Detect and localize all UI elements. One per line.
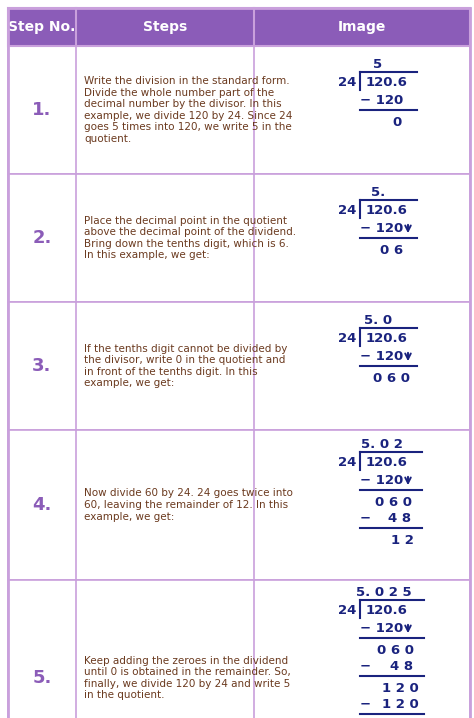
Text: − 120: − 120 bbox=[360, 93, 403, 106]
Text: 0 6 0: 0 6 0 bbox=[375, 495, 412, 508]
Bar bbox=[8, 46, 470, 174]
Text: 120.6: 120.6 bbox=[366, 75, 408, 88]
Text: Steps: Steps bbox=[143, 20, 187, 34]
Text: 120.6: 120.6 bbox=[366, 455, 408, 469]
Text: 0: 0 bbox=[392, 116, 401, 129]
Text: 0 6 0: 0 6 0 bbox=[377, 643, 414, 656]
Text: 24: 24 bbox=[337, 604, 356, 617]
Text: until 0 is obtained in the remainder. So,: until 0 is obtained in the remainder. So… bbox=[84, 667, 291, 677]
Text: in front of the tenths digit. In this: in front of the tenths digit. In this bbox=[84, 367, 258, 377]
Text: example, we get:: example, we get: bbox=[84, 511, 174, 521]
Text: 5.: 5. bbox=[32, 669, 52, 687]
Text: − 120: − 120 bbox=[360, 350, 403, 363]
Text: 24: 24 bbox=[337, 75, 356, 88]
Text: decimal number by the divisor. In this: decimal number by the divisor. In this bbox=[84, 99, 282, 109]
Text: −: − bbox=[360, 660, 371, 673]
Text: finally, we divide 120 by 24 and write 5: finally, we divide 120 by 24 and write 5 bbox=[84, 679, 290, 689]
Text: Keep adding the zeroes in the dividend: Keep adding the zeroes in the dividend bbox=[84, 656, 288, 666]
Text: the divisor, write 0 in the quotient and: the divisor, write 0 in the quotient and bbox=[84, 355, 285, 365]
Text: 4 8: 4 8 bbox=[391, 660, 413, 673]
Text: 4.: 4. bbox=[32, 496, 52, 514]
Text: − 120: − 120 bbox=[360, 473, 403, 487]
Text: 24: 24 bbox=[337, 332, 356, 345]
Text: 0 6 0: 0 6 0 bbox=[374, 371, 410, 385]
Text: −: − bbox=[360, 697, 371, 711]
Bar bbox=[8, 430, 470, 580]
Text: Step No.: Step No. bbox=[9, 20, 76, 34]
Text: − 120: − 120 bbox=[360, 622, 403, 635]
Bar bbox=[8, 580, 470, 718]
Text: 1 2 0: 1 2 0 bbox=[382, 697, 419, 711]
Text: Image: Image bbox=[338, 20, 386, 34]
Text: If the tenths digit cannot be divided by: If the tenths digit cannot be divided by bbox=[84, 344, 287, 354]
Text: 60, leaving the remainder of 12. In this: 60, leaving the remainder of 12. In this bbox=[84, 500, 288, 510]
Text: −: − bbox=[360, 511, 371, 525]
Bar bbox=[8, 174, 470, 302]
Text: 1 2: 1 2 bbox=[391, 533, 413, 546]
Text: − 120: − 120 bbox=[360, 221, 403, 235]
Text: Now divide 60 by 24. 24 goes twice into: Now divide 60 by 24. 24 goes twice into bbox=[84, 488, 293, 498]
Text: 1.: 1. bbox=[32, 101, 52, 119]
Text: In this example, we get:: In this example, we get: bbox=[84, 251, 210, 260]
Text: 24: 24 bbox=[337, 203, 356, 217]
Text: 3.: 3. bbox=[32, 357, 52, 375]
Text: example, we divide 120 by 24. Since 24: example, we divide 120 by 24. Since 24 bbox=[84, 111, 292, 121]
Text: 5. 0 2: 5. 0 2 bbox=[361, 437, 403, 450]
Text: 5. 0 2 5: 5. 0 2 5 bbox=[356, 585, 412, 599]
Text: above the decimal point of the dividend.: above the decimal point of the dividend. bbox=[84, 228, 296, 237]
Text: 2.: 2. bbox=[32, 229, 52, 247]
Text: example, we get:: example, we get: bbox=[84, 378, 174, 388]
Text: in the quotient.: in the quotient. bbox=[84, 690, 164, 700]
Text: 120.6: 120.6 bbox=[366, 203, 408, 217]
Text: Divide the whole number part of the: Divide the whole number part of the bbox=[84, 88, 274, 98]
Text: 120.6: 120.6 bbox=[366, 332, 408, 345]
Text: 5: 5 bbox=[374, 57, 383, 70]
Text: 5. 0: 5. 0 bbox=[364, 314, 392, 327]
Text: 0 6: 0 6 bbox=[381, 243, 403, 256]
Text: Bring down the tenths digit, which is 6.: Bring down the tenths digit, which is 6. bbox=[84, 239, 289, 248]
Text: Place the decimal point in the quotient: Place the decimal point in the quotient bbox=[84, 215, 287, 225]
Text: 24: 24 bbox=[337, 455, 356, 469]
Text: goes 5 times into 120, we write 5 in the: goes 5 times into 120, we write 5 in the bbox=[84, 122, 292, 132]
Text: Write the division in the standard form.: Write the division in the standard form. bbox=[84, 76, 290, 86]
Text: quotient.: quotient. bbox=[84, 134, 131, 144]
Text: 1 2 0: 1 2 0 bbox=[382, 681, 419, 694]
Text: 5.: 5. bbox=[371, 185, 385, 198]
Text: 120.6: 120.6 bbox=[366, 604, 408, 617]
Bar bbox=[8, 8, 470, 46]
Bar bbox=[8, 302, 470, 430]
Text: 4 8: 4 8 bbox=[388, 511, 411, 525]
